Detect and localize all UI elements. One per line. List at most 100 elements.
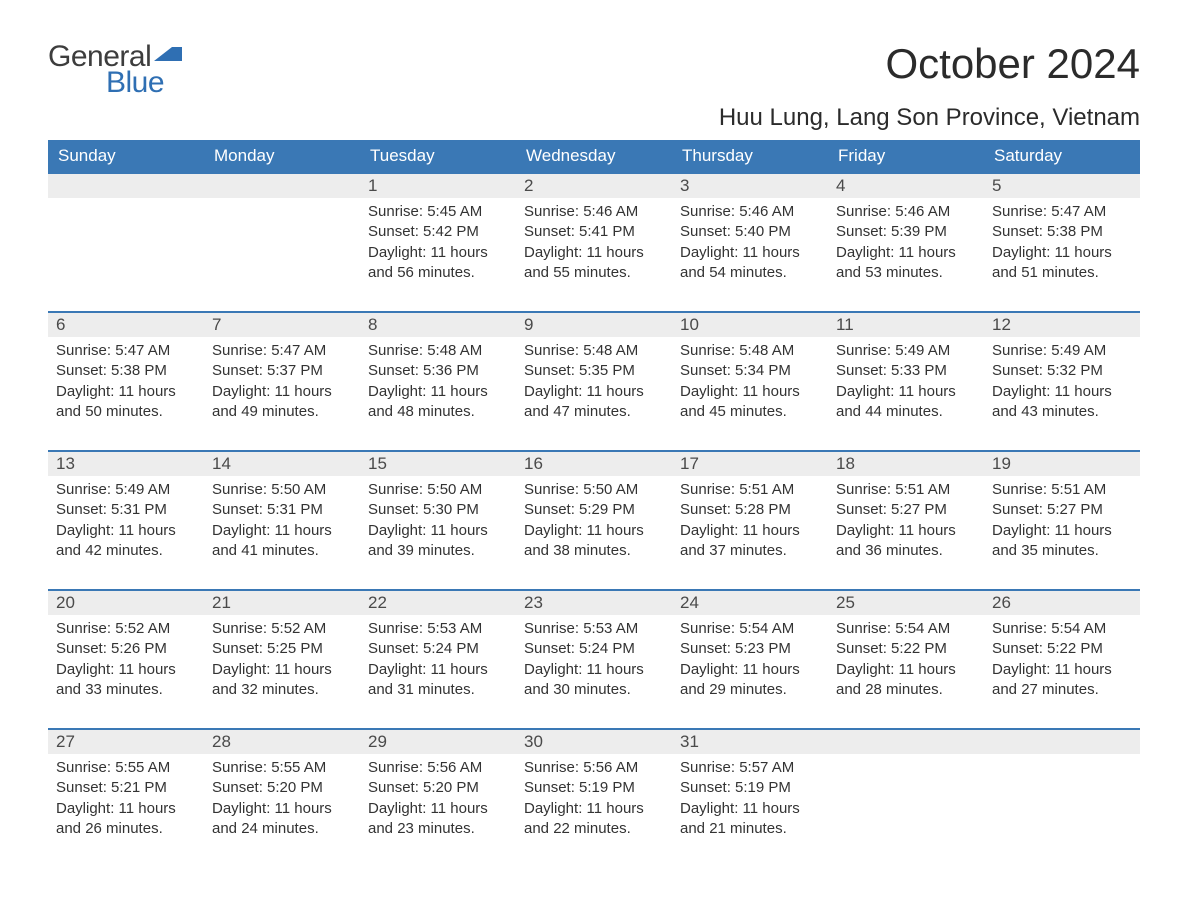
day-number: 13 xyxy=(48,452,204,476)
day-body: Sunrise: 5:55 AMSunset: 5:21 PMDaylight:… xyxy=(48,754,204,867)
day-cell: 17Sunrise: 5:51 AMSunset: 5:28 PMDayligh… xyxy=(672,451,828,590)
day-cell: 25Sunrise: 5:54 AMSunset: 5:22 PMDayligh… xyxy=(828,590,984,729)
daylight-line: Daylight: 11 hours and 28 minutes. xyxy=(836,660,976,701)
sunrise-line: Sunrise: 5:48 AM xyxy=(680,341,820,361)
day-number: 24 xyxy=(672,591,828,615)
day-cell: 3 Sunrise: 5:46 AMSunset: 5:40 PMDaylight… xyxy=(672,173,828,312)
sunset-line: Sunset: 5:22 PM xyxy=(836,639,976,659)
day-body: Sunrise: 5:46 AMSunset: 5:41 PMDaylight:… xyxy=(516,198,672,311)
week-row: 6Sunrise: 5:47 AMSunset: 5:38 PMDaylight… xyxy=(48,312,1140,451)
day-number: 11 xyxy=(828,313,984,337)
day-cell xyxy=(48,173,204,312)
day-cell: 19Sunrise: 5:51 AMSunset: 5:27 PMDayligh… xyxy=(984,451,1140,590)
day-number: 1 xyxy=(360,174,516,198)
day-number: 10 xyxy=(672,313,828,337)
day-number: 8 xyxy=(360,313,516,337)
day-body: Sunrise: 5:48 AMSunset: 5:35 PMDaylight:… xyxy=(516,337,672,450)
sunrise-line: Sunrise: 5:50 AM xyxy=(212,480,352,500)
daylight-line: Daylight: 11 hours and 48 minutes. xyxy=(368,382,508,423)
daylight-line: Daylight: 11 hours and 45 minutes. xyxy=(680,382,820,423)
day-body: Sunrise: 5:57 AMSunset: 5:19 PMDaylight:… xyxy=(672,754,828,867)
sunrise-line: Sunrise: 5:54 AM xyxy=(836,619,976,639)
location-subtitle: Huu Lung, Lang Son Province, Vietnam xyxy=(719,104,1140,132)
sunrise-line: Sunrise: 5:57 AM xyxy=(680,758,820,778)
sunset-line: Sunset: 5:38 PM xyxy=(56,361,196,381)
page-title: October 2024 xyxy=(719,40,1140,88)
sunrise-line: Sunrise: 5:51 AM xyxy=(992,480,1132,500)
calendar-body: 1Sunrise: 5:45 AMSunset: 5:42 PMDaylight… xyxy=(48,173,1140,867)
day-body: Sunrise: 5:49 AMSunset: 5:33 PMDaylight:… xyxy=(828,337,984,450)
day-cell: 12Sunrise: 5:49 AMSunset: 5:32 PMDayligh… xyxy=(984,312,1140,451)
sunrise-line: Sunrise: 5:45 AM xyxy=(368,202,508,222)
sunset-line: Sunset: 5:21 PM xyxy=(56,778,196,798)
day-cell: 4Sunrise: 5:46 AMSunset: 5:39 PMDaylight… xyxy=(828,173,984,312)
sunrise-line: Sunrise: 5:50 AM xyxy=(368,480,508,500)
day-cell: 18Sunrise: 5:51 AMSunset: 5:27 PMDayligh… xyxy=(828,451,984,590)
sunset-line: Sunset: 5:20 PM xyxy=(212,778,352,798)
sunset-line: Sunset: 5:25 PM xyxy=(212,639,352,659)
day-cell: 7Sunrise: 5:47 AMSunset: 5:37 PMDaylight… xyxy=(204,312,360,451)
weekday-header: Tuesday xyxy=(360,140,516,173)
daylight-line: Daylight: 11 hours and 54 minutes. xyxy=(680,243,820,284)
day-body: Sunrise: 5:49 AMSunset: 5:31 PMDaylight:… xyxy=(48,476,204,589)
day-number: 6 xyxy=(48,313,204,337)
daylight-line: Daylight: 11 hours and 50 minutes. xyxy=(56,382,196,423)
day-number: 5 xyxy=(984,174,1140,198)
week-row: 20Sunrise: 5:52 AMSunset: 5:26 PMDayligh… xyxy=(48,590,1140,729)
daylight-line: Daylight: 11 hours and 42 minutes. xyxy=(56,521,196,562)
day-body: Sunrise: 5:51 AMSunset: 5:27 PMDaylight:… xyxy=(984,476,1140,589)
day-cell: 30Sunrise: 5:56 AMSunset: 5:19 PMDayligh… xyxy=(516,729,672,867)
day-cell: 20Sunrise: 5:52 AMSunset: 5:26 PMDayligh… xyxy=(48,590,204,729)
day-body: Sunrise: 5:48 AMSunset: 5:34 PMDaylight:… xyxy=(672,337,828,450)
day-number-empty xyxy=(48,174,204,198)
daylight-line: Daylight: 11 hours and 31 minutes. xyxy=(368,660,508,701)
daylight-line: Daylight: 11 hours and 55 minutes. xyxy=(524,243,664,284)
sunrise-line: Sunrise: 5:46 AM xyxy=(524,202,664,222)
sunset-line: Sunset: 5:24 PM xyxy=(524,639,664,659)
sunset-line: Sunset: 5:27 PM xyxy=(992,500,1132,520)
sunset-line: Sunset: 5:37 PM xyxy=(212,361,352,381)
day-body: Sunrise: 5:53 AMSunset: 5:24 PMDaylight:… xyxy=(516,615,672,728)
sunrise-line: Sunrise: 5:46 AM xyxy=(680,202,820,222)
day-number: 18 xyxy=(828,452,984,476)
day-body: Sunrise: 5:50 AMSunset: 5:29 PMDaylight:… xyxy=(516,476,672,589)
week-row: 1Sunrise: 5:45 AMSunset: 5:42 PMDaylight… xyxy=(48,173,1140,312)
sunset-line: Sunset: 5:20 PM xyxy=(368,778,508,798)
day-body: Sunrise: 5:53 AMSunset: 5:24 PMDaylight:… xyxy=(360,615,516,728)
daylight-line: Daylight: 11 hours and 53 minutes. xyxy=(836,243,976,284)
day-number: 29 xyxy=(360,730,516,754)
day-body: Sunrise: 5:54 AMSunset: 5:23 PMDaylight:… xyxy=(672,615,828,728)
day-number: 12 xyxy=(984,313,1140,337)
day-body-empty xyxy=(48,198,204,298)
sunset-line: Sunset: 5:40 PM xyxy=(680,222,820,242)
sunrise-line: Sunrise: 5:48 AM xyxy=(368,341,508,361)
day-number: 2 xyxy=(516,174,672,198)
day-number: 27 xyxy=(48,730,204,754)
sunrise-line: Sunrise: 5:47 AM xyxy=(992,202,1132,222)
daylight-line: Daylight: 11 hours and 24 minutes. xyxy=(212,799,352,840)
day-number: 3 xyxy=(672,174,828,198)
day-cell: 8Sunrise: 5:48 AMSunset: 5:36 PMDaylight… xyxy=(360,312,516,451)
daylight-line: Daylight: 11 hours and 32 minutes. xyxy=(212,660,352,701)
day-cell: 23Sunrise: 5:53 AMSunset: 5:24 PMDayligh… xyxy=(516,590,672,729)
day-body: Sunrise: 5:50 AMSunset: 5:30 PMDaylight:… xyxy=(360,476,516,589)
daylight-line: Daylight: 11 hours and 27 minutes. xyxy=(992,660,1132,701)
sunset-line: Sunset: 5:30 PM xyxy=(368,500,508,520)
day-body: Sunrise: 5:47 AMSunset: 5:37 PMDaylight:… xyxy=(204,337,360,450)
sunset-line: Sunset: 5:24 PM xyxy=(368,639,508,659)
sunrise-line: Sunrise: 5:47 AM xyxy=(212,341,352,361)
sunrise-line: Sunrise: 5:49 AM xyxy=(836,341,976,361)
daylight-line: Daylight: 11 hours and 39 minutes. xyxy=(368,521,508,562)
weekday-header-row: SundayMondayTuesdayWednesdayThursdayFrid… xyxy=(48,140,1140,173)
sunrise-line: Sunrise: 5:47 AM xyxy=(56,341,196,361)
day-cell xyxy=(828,729,984,867)
day-number: 16 xyxy=(516,452,672,476)
day-body: Sunrise: 5:52 AMSunset: 5:25 PMDaylight:… xyxy=(204,615,360,728)
sunset-line: Sunset: 5:19 PM xyxy=(680,778,820,798)
sunrise-line: Sunrise: 5:54 AM xyxy=(680,619,820,639)
sunrise-line: Sunrise: 5:53 AM xyxy=(368,619,508,639)
day-cell: 2Sunrise: 5:46 AMSunset: 5:41 PMDaylight… xyxy=(516,173,672,312)
day-number: 22 xyxy=(360,591,516,615)
day-cell: 16Sunrise: 5:50 AMSunset: 5:29 PMDayligh… xyxy=(516,451,672,590)
sunrise-line: Sunrise: 5:48 AM xyxy=(524,341,664,361)
